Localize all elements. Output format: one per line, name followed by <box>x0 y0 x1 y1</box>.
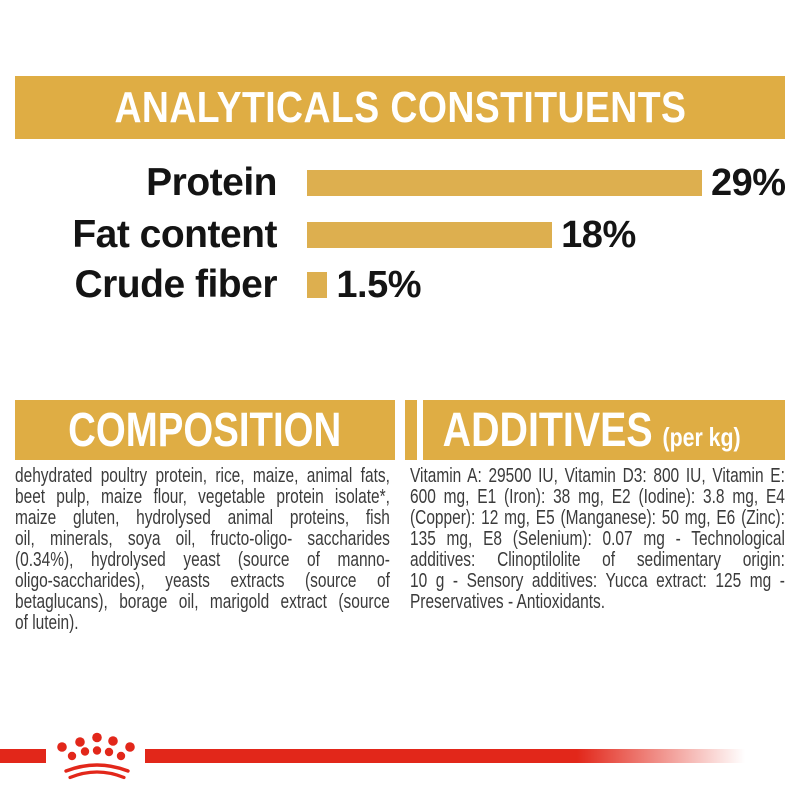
additives-section: Vitamin A: 29500 IU, Vitamin D3: 800 IU,… <box>410 466 785 613</box>
chart-category-label: Protein <box>146 161 277 204</box>
red-stripe-right <box>145 749 745 763</box>
chart-value-label: 18% <box>561 213 636 256</box>
composition-section: dehydrated poultry protein, rice, maize,… <box>15 466 390 634</box>
additives-per-kg-label: (per kg) <box>662 421 741 452</box>
chart-bar <box>307 222 553 248</box>
chart-row: Protein 29% <box>0 161 800 205</box>
gold-divider-block <box>405 400 417 460</box>
chart-value-label: 29% <box>711 161 786 204</box>
analyticals-header-title: ANALYTICALS CONSTITUENTS <box>114 82 686 132</box>
analyticals-header-banner: ANALYTICALS CONSTITUENTS <box>15 76 785 139</box>
additives-header-banner: ADDITIVES (per kg) <box>423 400 785 460</box>
composition-title: COMPOSITION <box>68 403 342 457</box>
chart-category-label: Fat content <box>72 213 277 256</box>
royal-canin-crown-logo-icon <box>57 732 135 780</box>
red-stripe-left <box>0 749 46 763</box>
chart-category-label: Crude fiber <box>74 263 277 306</box>
chart-value-label: 1.5% <box>336 263 422 306</box>
chart-row: Crude fiber 1.5% <box>0 263 800 307</box>
chart-row: Fat content 18% <box>0 213 800 257</box>
additives-body-text: Vitamin A: 29500 IU, Vitamin D3: 800 IU,… <box>410 465 785 613</box>
chart-bar <box>307 272 328 298</box>
chart-bar <box>307 170 702 196</box>
composition-body-text: dehydrated poultry protein, rice, maize,… <box>15 465 390 634</box>
additives-title: ADDITIVES <box>442 403 653 457</box>
composition-header-banner: COMPOSITION <box>15 400 395 460</box>
